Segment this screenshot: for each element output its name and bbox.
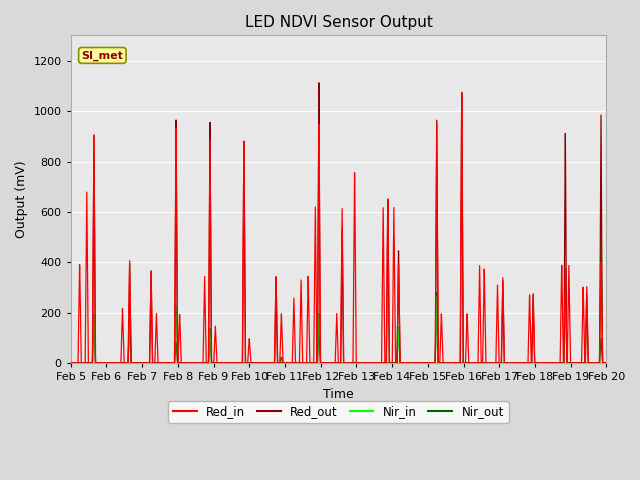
Red_out [271, 316, 279, 322]
Legend: Red_in, Red_out, Nir_in, Nir_out: Red_in, Red_out, Nir_in, Nir_out [168, 401, 509, 423]
Red_in [164, 360, 172, 366]
Red_out [508, 360, 515, 366]
Red_in [508, 360, 515, 366]
Nir_out [271, 360, 279, 366]
Line: Nir_in: Nir_in [70, 228, 606, 363]
Red_out [602, 360, 610, 366]
Nir_out [164, 360, 172, 366]
Red_out [164, 360, 172, 366]
Y-axis label: Output (mV): Output (mV) [15, 160, 28, 238]
Text: SI_met: SI_met [81, 50, 124, 60]
Line: Red_out: Red_out [70, 83, 606, 363]
Nir_out [561, 284, 569, 289]
Nir_in [388, 360, 396, 366]
Line: Red_in: Red_in [70, 92, 606, 363]
Line: Nir_out: Nir_out [70, 287, 606, 363]
Red_out [388, 360, 396, 366]
Red_out [467, 360, 474, 366]
Nir_in [597, 226, 605, 231]
Nir_out [415, 360, 423, 366]
Nir_out [388, 360, 396, 366]
Nir_in [467, 360, 474, 366]
Nir_out [67, 360, 74, 366]
Red_in [458, 89, 465, 95]
Nir_in [415, 360, 423, 366]
Red_out [67, 360, 74, 366]
Nir_out [508, 360, 515, 366]
Nir_out [467, 360, 474, 366]
Title: LED NDVI Sensor Output: LED NDVI Sensor Output [244, 15, 433, 30]
Nir_out [602, 360, 610, 366]
Red_in [67, 360, 74, 366]
Red_out [315, 80, 323, 86]
Red_in [271, 309, 279, 315]
Red_out [415, 360, 423, 366]
Nir_in [602, 360, 610, 366]
Nir_in [271, 360, 279, 366]
Nir_in [508, 360, 515, 366]
Nir_in [67, 360, 74, 366]
X-axis label: Time: Time [323, 388, 354, 401]
Red_in [602, 360, 610, 366]
Nir_in [164, 360, 172, 366]
Red_in [415, 360, 423, 366]
Red_in [388, 360, 396, 366]
Red_in [467, 360, 474, 366]
